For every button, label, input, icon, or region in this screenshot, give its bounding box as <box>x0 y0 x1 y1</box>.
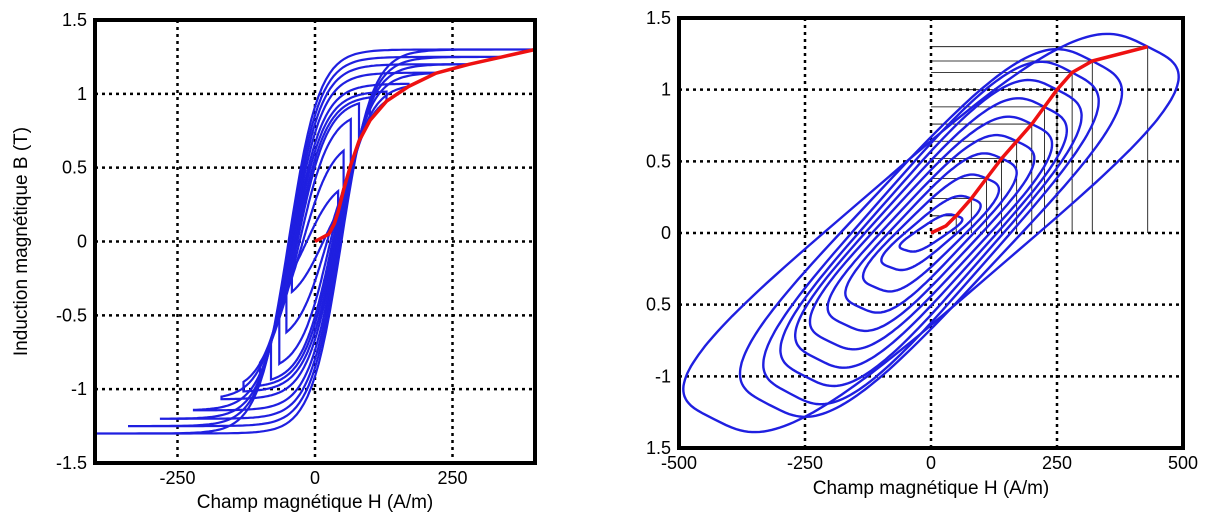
x-tick-label: -250 <box>159 468 195 488</box>
tick-labels: -250 0 250 1.5 1 0.5 0 -0.5 -1 -1.5 <box>56 10 468 488</box>
hysteresis-loop <box>826 133 1036 333</box>
y-tick-label: -1.5 <box>56 453 87 473</box>
y-tick-label: 0.5 <box>646 295 671 315</box>
x-tick-label: -250 <box>787 453 823 473</box>
y-tick-label: 0.5 <box>646 151 671 171</box>
hysteresis-loop <box>128 55 502 428</box>
hysteresis-loop <box>278 117 352 367</box>
hysteresis-loop <box>861 173 1001 293</box>
y-tick-label: 0.5 <box>62 158 87 178</box>
x-tick-label: 250 <box>1042 453 1072 473</box>
first-magnetization-curve <box>314 47 536 244</box>
hysteresis-loop <box>808 115 1054 351</box>
y-tick-label: -1 <box>71 379 87 399</box>
x-axis-label: Champ magnétique H (A/m) <box>813 478 1050 499</box>
y-tick-label: -0.5 <box>56 305 87 325</box>
hysteresis-loop <box>844 152 1018 314</box>
hysteresis-loop <box>794 97 1068 369</box>
x-axis-label: Champ magnétique H (A/m) <box>197 492 434 513</box>
y-tick-label: -1 <box>655 366 671 386</box>
hysteresis-chart-left: -250 0 250 1.5 1 0.5 0 -0.5 -1 -1.5 Champ magnéti… <box>0 0 560 517</box>
y-axis-label: Induction magnétique B (T) <box>11 127 32 356</box>
first-magnetization-line <box>314 47 536 244</box>
x-tick-label: 250 <box>437 468 467 488</box>
hysteresis-loop <box>898 213 964 253</box>
hysteresis-loop <box>682 32 1180 434</box>
x-tick-label: -500 <box>661 453 697 473</box>
hysteresis-loop <box>285 148 345 335</box>
plot-frame <box>677 16 1185 450</box>
y-tick-label: 1.5 <box>646 438 671 458</box>
y-tick-label: 0 <box>661 223 671 243</box>
y-tick-label: 1 <box>661 80 671 100</box>
hysteresis-loop <box>95 48 535 435</box>
hysteresis-loop <box>779 78 1083 388</box>
hysteresis-loops <box>682 32 1180 434</box>
x-tick-label: 0 <box>310 468 320 488</box>
y-tick-label: 1.5 <box>62 10 87 30</box>
hysteresis-plot-left: -250 0 250 1.5 1 0.5 0 -0.5 -1 -1.5 Champ magnéti… <box>11 10 537 513</box>
x-tick-label: 0 <box>926 453 936 473</box>
x-tick-label: 500 <box>1168 453 1198 473</box>
hysteresis-loop <box>738 48 1124 418</box>
hysteresis-loop <box>258 96 372 387</box>
tick-labels: -500 -250 0 250 500 1.5 1 0.5 0 0.5 -1 1.5 <box>646 8 1198 473</box>
hysteresis-loop <box>242 90 388 393</box>
first-magnetization-curve <box>930 45 1149 235</box>
hysteresis-loop <box>290 188 340 295</box>
hysteresis-plot-right: -500 -250 0 250 500 1.5 1 0.5 0 0.5 -1 1.5 Champ ma… <box>646 8 1198 499</box>
first-magnetization-line <box>930 45 1149 235</box>
y-tick-label: 0 <box>77 232 87 252</box>
plot-frame <box>93 18 537 465</box>
hysteresis-loop <box>269 101 361 382</box>
hysteresis-loop <box>880 194 982 272</box>
hysteresis-chart-right: -500 -250 0 250 500 1.5 1 0.5 0 0.5 -1 1.5 Champ ma… <box>600 0 1211 517</box>
hysteresis-loop <box>762 60 1100 406</box>
y-tick-label: 1 <box>77 84 87 104</box>
y-tick-label: 1.5 <box>646 8 671 28</box>
